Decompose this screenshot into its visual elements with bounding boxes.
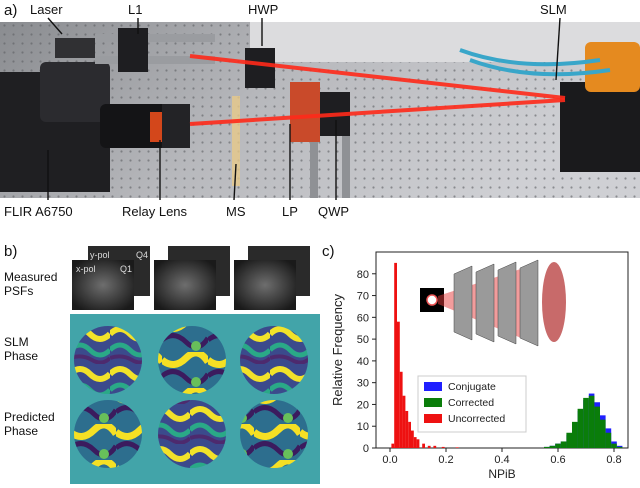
row-label-slm-phase: SLM Phase xyxy=(4,335,39,363)
histogram-bar xyxy=(611,443,617,448)
y-tick-label: 80 xyxy=(357,269,369,281)
histogram-bar xyxy=(544,446,550,448)
x-tick-label: 0.0 xyxy=(382,454,397,466)
slm-phase-2 xyxy=(158,326,226,394)
histogram-bar xyxy=(411,430,414,448)
psf-col-3 xyxy=(234,246,310,310)
inset-illustration xyxy=(420,259,566,347)
legend-swatch xyxy=(424,398,442,407)
optical-bench-photo xyxy=(0,22,640,198)
histogram-bar xyxy=(397,321,400,448)
histogram-bar xyxy=(394,262,397,448)
row-label-predicted-phase: Predicted Phase xyxy=(4,410,55,438)
psf-tag-q1: Q1 xyxy=(120,264,133,274)
y-tick-label: 0 xyxy=(363,443,369,455)
panel-b-letter: b) xyxy=(4,243,18,260)
laser-body xyxy=(55,38,95,58)
pred-phase-1 xyxy=(74,400,142,468)
histogram-bar xyxy=(441,446,445,448)
histogram-bar xyxy=(555,443,561,448)
npib-histogram: 0.0 0.2 0.4 0.6 0.8 0 10 20 30 40 50 60 70 80 NPiB Rela… xyxy=(330,251,629,481)
x-tick-label: 0.6 xyxy=(550,454,565,466)
label-ms: MS xyxy=(226,204,246,219)
psf-tag-q4: Q4 xyxy=(136,250,149,260)
y-axis-label: Relative Frequency xyxy=(330,294,345,406)
legend-label: Conjugate xyxy=(448,381,496,393)
histogram-bar xyxy=(616,446,623,448)
histogram-bar xyxy=(600,419,606,448)
histogram-bar xyxy=(594,406,600,448)
y-tick-label: 40 xyxy=(357,356,369,368)
histogram-bar xyxy=(616,445,623,448)
histogram-bar xyxy=(433,445,437,448)
histogram-bar xyxy=(422,443,425,448)
histogram-bar xyxy=(408,421,411,448)
label-hwp: HWP xyxy=(248,2,279,17)
label-l1: L1 xyxy=(128,2,143,17)
histogram-bar xyxy=(583,397,589,448)
histogram-bar xyxy=(391,443,395,448)
x-axis-label: NPiB xyxy=(488,467,515,481)
x-tick-label: 0.8 xyxy=(606,454,621,466)
label-camera: FLIR A6750 xyxy=(4,204,73,219)
y-tick-label: 10 xyxy=(357,421,369,433)
label-lp: LP xyxy=(282,204,298,219)
psf-col-1 xyxy=(72,246,150,310)
label-slm: SLM xyxy=(540,2,567,17)
label-relay-lens: Relay Lens xyxy=(122,204,188,219)
histogram-bar xyxy=(399,371,403,448)
histogram-bar xyxy=(402,395,406,448)
panel-c-letter: c) xyxy=(322,243,335,260)
legend-label: Uncorrected xyxy=(448,413,505,425)
label-laser: Laser xyxy=(30,2,63,17)
beam-2 xyxy=(189,98,566,126)
legend-swatch xyxy=(424,414,442,423)
histogram-bar xyxy=(455,447,459,448)
psf-tag-y-pol: y-pol xyxy=(90,250,110,260)
histogram-bar xyxy=(427,445,431,448)
histogram-bar xyxy=(605,432,612,448)
panel-a-letter: a) xyxy=(4,2,18,19)
panel-a-arrows xyxy=(47,17,561,201)
histogram-bar xyxy=(566,432,572,448)
y-tick-label: 70 xyxy=(357,291,369,303)
histogram-bar xyxy=(588,395,595,448)
pred-phase-2 xyxy=(158,400,226,468)
histogram-bar xyxy=(416,439,420,448)
histogram-bar xyxy=(560,441,567,448)
histogram-bar xyxy=(549,445,556,448)
y-tick-label: 60 xyxy=(357,312,369,324)
ms-glass xyxy=(232,96,240,186)
y-tick-label: 20 xyxy=(357,399,369,411)
row-label-measured-psfs: Measured PSFs xyxy=(4,270,58,298)
legend-swatch xyxy=(424,382,442,391)
x-tick-label: 0.4 xyxy=(494,454,509,466)
label-qwp: QWP xyxy=(318,204,350,219)
psf-col-2 xyxy=(154,246,230,310)
pred-phase-3 xyxy=(240,400,308,468)
histogram-bar xyxy=(572,421,578,448)
psf-tag-x-pol: x-pol xyxy=(76,264,96,274)
y-tick-label: 30 xyxy=(357,378,369,390)
beam-1 xyxy=(189,54,566,100)
panel-b-images xyxy=(70,246,320,484)
y-tick-label: 50 xyxy=(357,334,369,346)
histogram-bar xyxy=(413,437,417,448)
slm-phase-1 xyxy=(74,326,142,394)
slm-phase-3 xyxy=(240,326,308,394)
slm-device xyxy=(560,82,640,172)
histogram-bar xyxy=(405,410,409,448)
histogram-bar xyxy=(577,408,584,448)
x-tick-label: 0.2 xyxy=(438,454,453,466)
legend-label: Corrected xyxy=(448,397,494,409)
